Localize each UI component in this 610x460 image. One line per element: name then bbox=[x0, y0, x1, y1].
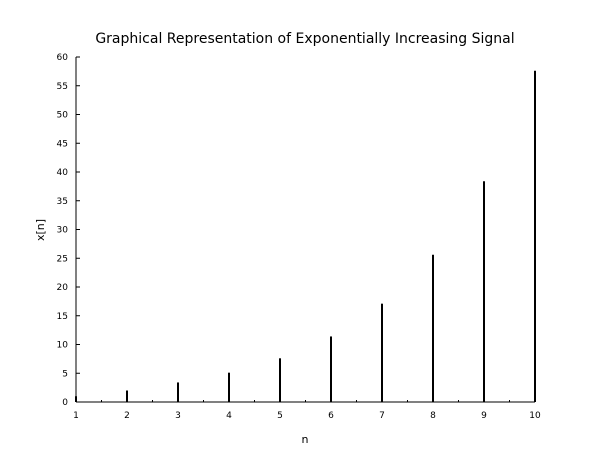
x-tick-label: 10 bbox=[529, 411, 541, 421]
y-tick-label: 30 bbox=[57, 226, 69, 236]
x-ticks: 1 2 3 4 5 6 7 8 9 10 bbox=[73, 398, 541, 421]
x-tick-label: 1 bbox=[73, 411, 79, 421]
x-axis-label: n bbox=[302, 433, 309, 446]
y-tick-label: 20 bbox=[57, 283, 69, 293]
y-tick-label: 10 bbox=[57, 341, 69, 351]
y-tick-label: 0 bbox=[62, 398, 68, 408]
x-tick-label: 9 bbox=[481, 411, 487, 421]
x-tick-label: 4 bbox=[226, 411, 232, 421]
y-tick-label: 25 bbox=[57, 254, 68, 264]
y-tick-label: 35 bbox=[57, 197, 68, 207]
stems bbox=[75, 70, 536, 402]
x-tick-label: 7 bbox=[379, 411, 385, 421]
y-tick-label: 40 bbox=[57, 168, 69, 178]
y-axis-label: x[n] bbox=[34, 219, 47, 241]
x-tick-label: 3 bbox=[175, 411, 181, 421]
y-tick-label: 15 bbox=[57, 312, 68, 322]
y-tick-label: 55 bbox=[57, 82, 68, 92]
y-tick-label: 5 bbox=[62, 369, 68, 379]
chart-title: Graphical Representation of Exponentiall… bbox=[95, 31, 514, 47]
y-tick-label: 60 bbox=[57, 53, 69, 63]
x-tick-label: 8 bbox=[430, 411, 436, 421]
x-tick-label: 2 bbox=[124, 411, 130, 421]
y-tick-label: 50 bbox=[57, 111, 69, 121]
y-ticks: 0 5 10 15 20 25 30 35 40 45 50 55 60 bbox=[57, 53, 80, 408]
y-tick-label: 45 bbox=[57, 139, 68, 149]
x-tick-label: 5 bbox=[277, 411, 283, 421]
x-tick-label: 6 bbox=[328, 411, 334, 421]
